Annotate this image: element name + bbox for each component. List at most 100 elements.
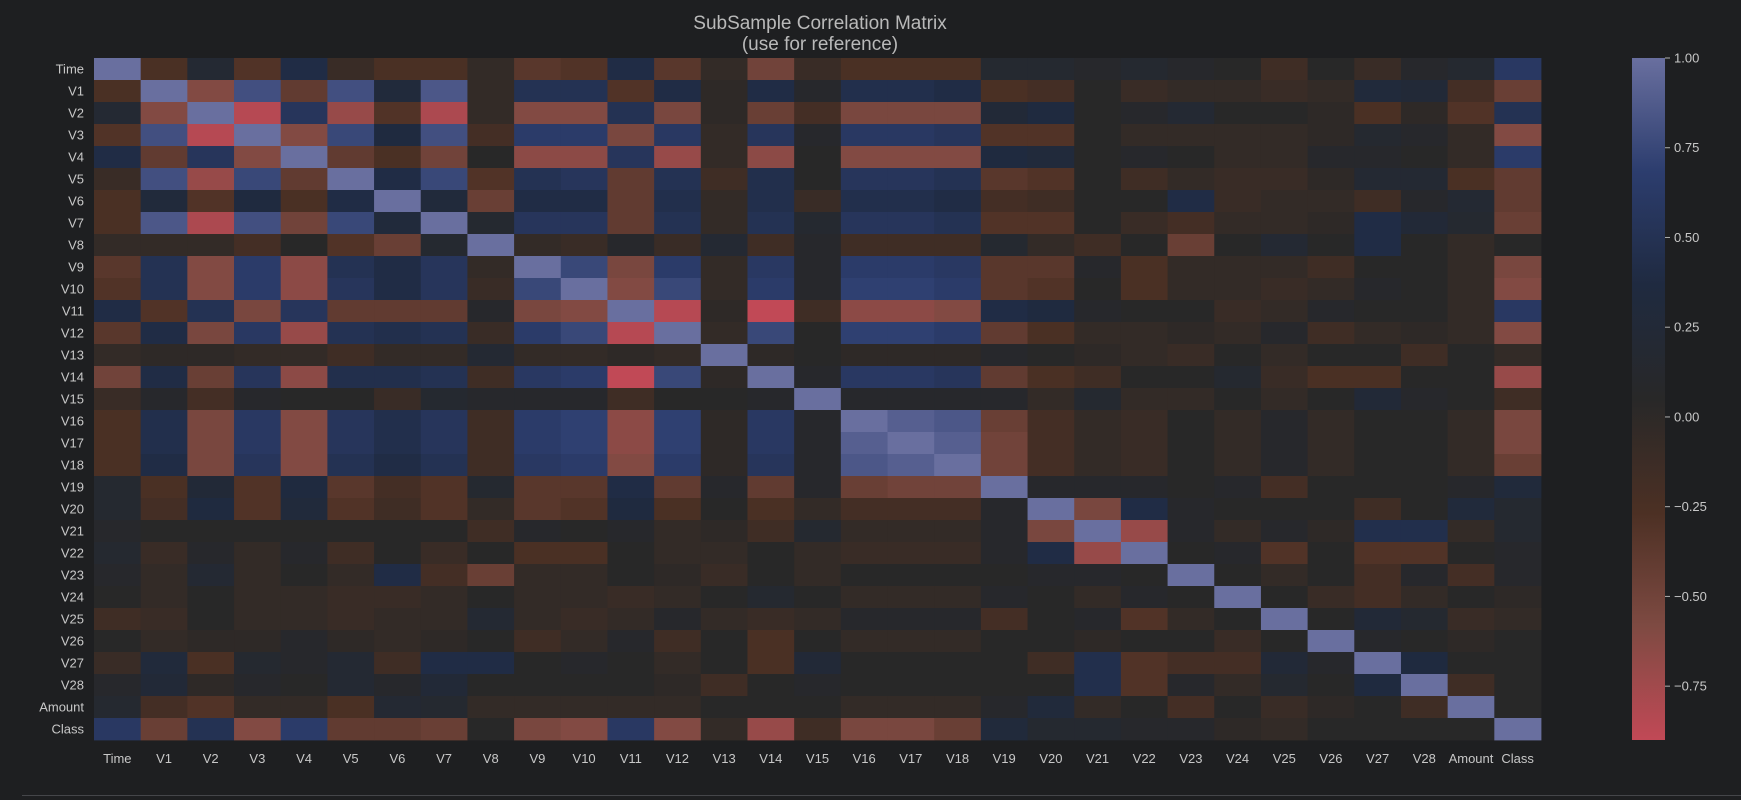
heatmap-cell (94, 476, 142, 499)
heatmap-cell (1307, 410, 1355, 433)
heatmap-cell (654, 718, 702, 741)
heatmap-cell (467, 256, 515, 279)
heatmap-cell (747, 410, 795, 433)
heatmap-cell (840, 542, 888, 565)
heatmap-cell (234, 190, 282, 213)
heatmap-cell (840, 58, 888, 81)
heatmap-cell (700, 234, 748, 257)
heatmap-cell (1167, 520, 1215, 543)
heatmap-cell (934, 366, 982, 389)
heatmap-cell (607, 168, 655, 191)
heatmap-cell (1214, 564, 1262, 587)
heatmap-cell (840, 190, 888, 213)
heatmap-cell (887, 234, 935, 257)
heatmap-cell (327, 476, 375, 499)
heatmap-cell (94, 212, 142, 235)
heatmap-cell (420, 388, 468, 411)
heatmap-cell (140, 124, 188, 147)
heatmap-cell (1027, 168, 1075, 191)
heatmap-cell (1400, 278, 1449, 301)
heatmap-cell (560, 564, 608, 587)
heatmap-cell (1214, 454, 1262, 477)
heatmap-cell (1027, 322, 1075, 345)
heatmap-cell (887, 608, 935, 631)
heatmap-cell (234, 454, 282, 477)
heatmap-cell (514, 212, 562, 235)
heatmap-cell (700, 498, 748, 521)
heatmap-cell (420, 542, 468, 565)
heatmap-cell (280, 718, 328, 741)
heatmap-cell (1400, 476, 1449, 499)
heatmap-cell (980, 498, 1028, 521)
heatmap-cell (934, 256, 982, 279)
heatmap-cell (280, 652, 328, 675)
heatmap-cell (607, 322, 655, 345)
heatmap-cell (1167, 366, 1215, 389)
heatmap-cell (980, 234, 1028, 257)
heatmap-cell (654, 278, 702, 301)
heatmap-cell (1354, 608, 1402, 631)
heatmap-cell (420, 146, 468, 169)
heatmap-cell (794, 58, 842, 81)
heatmap-cell (140, 674, 188, 697)
heatmap-cell (747, 124, 795, 147)
heatmap-cell (187, 498, 235, 521)
heatmap-cell (1074, 212, 1122, 235)
heatmap-cell (420, 718, 468, 741)
heatmap-cell (514, 102, 562, 125)
heatmap-cell (560, 190, 608, 213)
heatmap-cell (374, 608, 422, 631)
heatmap-cell (327, 454, 375, 477)
heatmap-cell (1354, 124, 1402, 147)
heatmap-cell (1354, 344, 1402, 367)
heatmap-cell (1494, 630, 1542, 653)
heatmap-cell (280, 674, 328, 697)
heatmap-cell (980, 520, 1028, 543)
heatmap-cell (187, 124, 235, 147)
heatmap-cell (1494, 366, 1542, 389)
heatmap-cell (140, 454, 188, 477)
heatmap-cell (1400, 696, 1449, 719)
heatmap-cell (1307, 366, 1355, 389)
heatmap-cell (374, 278, 422, 301)
heatmap-cell (374, 366, 422, 389)
heatmap-cell (1260, 256, 1309, 279)
heatmap-cell (794, 498, 842, 521)
heatmap-cell (887, 80, 935, 103)
heatmap-cell (934, 542, 982, 565)
heatmap-cell (467, 146, 515, 169)
heatmap-cell (1354, 696, 1402, 719)
heatmap-cell (514, 674, 562, 697)
heatmap-cell (747, 652, 795, 675)
y-tick-label: V3 (68, 128, 84, 143)
heatmap-cell (1074, 476, 1122, 499)
heatmap-cell (560, 520, 608, 543)
x-tick-label: V2 (203, 751, 219, 766)
heatmap-cell (420, 322, 468, 345)
y-tick-label: V13 (61, 348, 84, 363)
heatmap-cell (747, 168, 795, 191)
heatmap-cell (1074, 278, 1122, 301)
heatmap-cell (280, 256, 328, 279)
heatmap-cell (1260, 476, 1309, 499)
heatmap-cell (1074, 454, 1122, 477)
heatmap-cell (514, 278, 562, 301)
heatmap-cell (514, 454, 562, 477)
heatmap-cell (747, 674, 795, 697)
y-tick-label: V14 (61, 370, 84, 385)
heatmap-cell (887, 190, 935, 213)
heatmap-cell (934, 410, 982, 433)
heatmap-cell (1400, 344, 1449, 367)
heatmap-cell (1400, 388, 1449, 411)
heatmap-cell (654, 630, 702, 653)
heatmap-cell (980, 366, 1028, 389)
heatmap-cell (1074, 674, 1122, 697)
heatmap-cell (1120, 542, 1168, 565)
heatmap-cell (1307, 278, 1355, 301)
heatmap-cell (1027, 58, 1075, 81)
heatmap-cell (1494, 564, 1542, 587)
heatmap-cell (980, 652, 1028, 675)
heatmap-cell (514, 608, 562, 631)
heatmap-cell (1027, 718, 1075, 741)
heatmap-cell (1120, 80, 1168, 103)
